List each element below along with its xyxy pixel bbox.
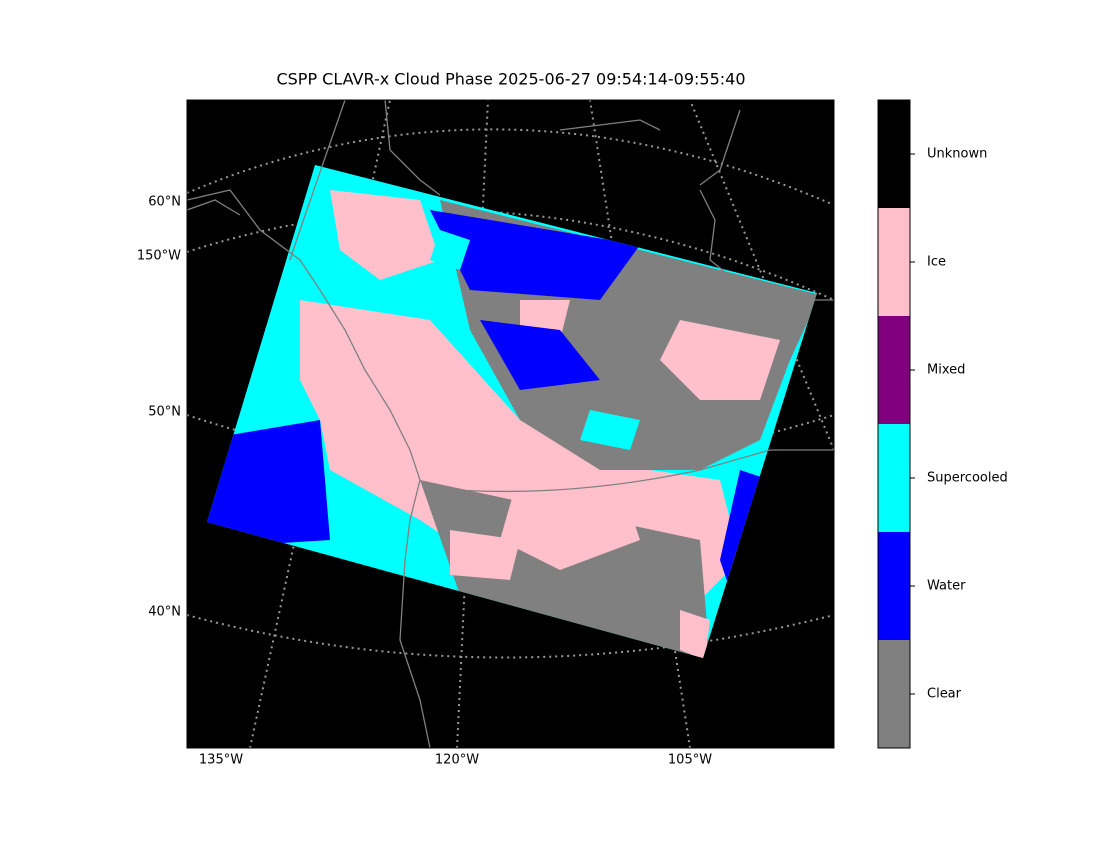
colorbar-segment: [878, 100, 910, 208]
colorbar-label: Supercooled: [927, 471, 1008, 486]
colorbar-label: Water: [927, 579, 966, 594]
colorbar-segment: [878, 640, 910, 748]
colorbar-segment: [878, 208, 910, 316]
lat-label: 150°W: [137, 249, 181, 264]
colorbar-segment: [878, 424, 910, 532]
colorbar-label: Mixed: [927, 363, 965, 378]
colorbar-label: Ice: [927, 255, 946, 270]
map-title: CSPP CLAVR-x Cloud Phase 2025-06-27 09:5…: [276, 70, 745, 89]
colorbar-frame: [877, 99, 911, 749]
lon-label: 135°W: [199, 753, 243, 768]
map-frame: [186, 99, 835, 749]
colorbar-segment: [878, 316, 910, 424]
lat-label: 50°N: [148, 405, 181, 420]
lat-label: 40°N: [148, 605, 181, 620]
colorbar: Clear Water Supercooled Mixed Ice Unknown: [877, 99, 1008, 749]
lat-label: 60°N: [148, 195, 181, 210]
coastlines: [187, 100, 834, 748]
colorbar-label: Clear: [927, 687, 962, 702]
colorbar-segment: [878, 532, 910, 640]
colorbar-label: Unknown: [927, 147, 987, 162]
map: [187, 100, 834, 748]
lon-label: 105°W: [668, 753, 712, 768]
lon-label: 120°W: [435, 753, 479, 768]
